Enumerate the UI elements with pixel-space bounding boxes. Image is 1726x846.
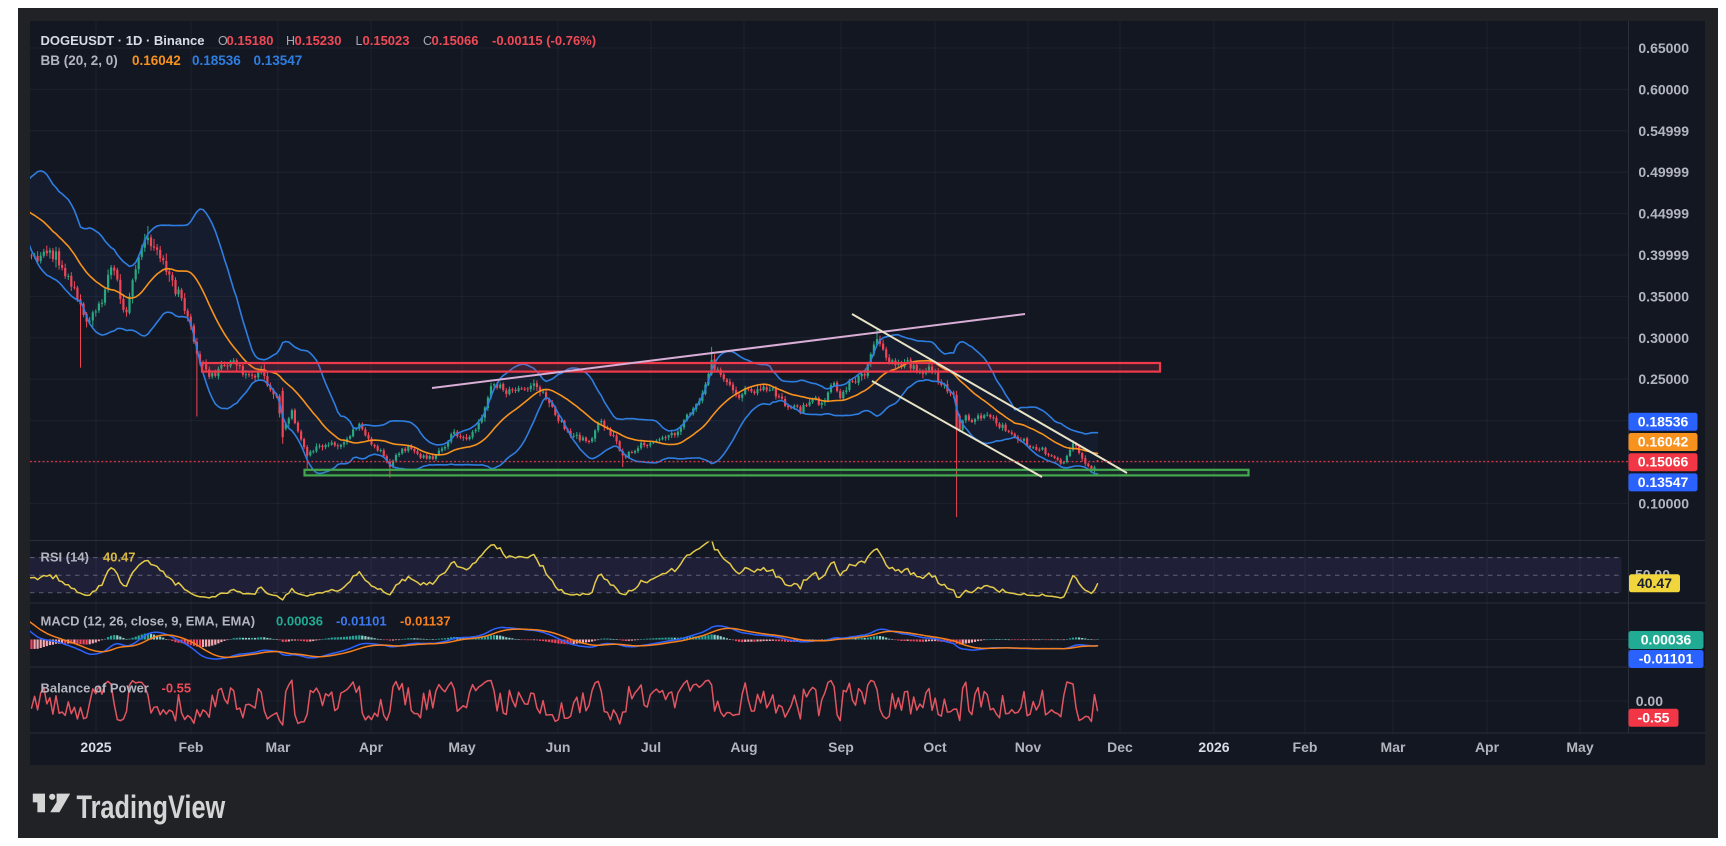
svg-text:0.16042: 0.16042 [1638, 434, 1689, 450]
svg-text:L: L [356, 34, 363, 48]
svg-text:MACD (12, 26, close, 9, EMA, E: MACD (12, 26, close, 9, EMA, EMA) [41, 614, 256, 629]
svg-text:40.47: 40.47 [103, 550, 136, 565]
svg-text:0.13547: 0.13547 [254, 53, 303, 68]
svg-text:Dec: Dec [1107, 739, 1133, 755]
svg-text:0.00: 0.00 [1636, 693, 1663, 709]
svg-text:Apr: Apr [359, 739, 384, 755]
svg-text:-0.55: -0.55 [1638, 709, 1670, 725]
svg-text:-0.55: -0.55 [162, 681, 192, 696]
svg-text:-0.01137: -0.01137 [400, 614, 451, 629]
svg-text:0.49999: 0.49999 [1638, 164, 1689, 180]
svg-text:0.15066: 0.15066 [1638, 454, 1689, 470]
svg-text:-0.01101: -0.01101 [1639, 651, 1694, 667]
svg-text:Feb: Feb [179, 739, 204, 755]
svg-text:0.25000: 0.25000 [1638, 371, 1689, 387]
svg-text:Nov: Nov [1015, 739, 1042, 755]
svg-text:Oct: Oct [923, 739, 947, 755]
svg-text:0.35000: 0.35000 [1638, 288, 1689, 304]
svg-text:0.18536: 0.18536 [192, 53, 241, 68]
svg-text:0.13547: 0.13547 [1638, 474, 1689, 490]
svg-text:0.15066: 0.15066 [432, 33, 479, 48]
svg-text:Balance of Power: Balance of Power [41, 681, 149, 696]
svg-text:TradingView: TradingView [77, 790, 226, 826]
svg-text:May: May [1566, 739, 1593, 755]
svg-text:-0.01101: -0.01101 [336, 614, 387, 629]
svg-text:Aug: Aug [730, 739, 757, 755]
svg-text:May: May [448, 739, 475, 755]
svg-text:C: C [423, 34, 432, 48]
svg-text:2026: 2026 [1198, 739, 1229, 755]
svg-text:DOGEUSDT · 1D · Binance: DOGEUSDT · 1D · Binance [41, 33, 205, 48]
svg-text:0.18536: 0.18536 [1638, 413, 1689, 429]
svg-text:Jun: Jun [546, 739, 571, 755]
svg-text:0.54999: 0.54999 [1638, 123, 1689, 139]
svg-text:BB (20, 2, 0): BB (20, 2, 0) [41, 53, 118, 68]
svg-text:0.65000: 0.65000 [1638, 40, 1689, 56]
svg-text:40.47: 40.47 [1637, 575, 1672, 591]
svg-text:Feb: Feb [1293, 739, 1318, 755]
svg-text:0.15023: 0.15023 [363, 33, 410, 48]
svg-text:-0.00115 (-0.76%): -0.00115 (-0.76%) [492, 33, 596, 48]
svg-text:Mar: Mar [1381, 739, 1406, 755]
svg-text:0.30000: 0.30000 [1638, 330, 1689, 346]
svg-text:2025: 2025 [80, 739, 111, 755]
svg-text:0.44999: 0.44999 [1638, 206, 1689, 222]
svg-text:H: H [286, 34, 295, 48]
svg-text:0.39999: 0.39999 [1638, 247, 1689, 263]
svg-text:Apr: Apr [1475, 739, 1500, 755]
svg-text:Jul: Jul [641, 739, 661, 755]
svg-text:0.00036: 0.00036 [276, 614, 323, 629]
svg-text:0.10000: 0.10000 [1638, 495, 1689, 511]
svg-text:0.00036: 0.00036 [1641, 632, 1692, 648]
svg-text:Sep: Sep [828, 739, 854, 755]
svg-text:Mar: Mar [266, 739, 291, 755]
svg-text:0.15180: 0.15180 [227, 33, 274, 48]
svg-text:O: O [218, 34, 228, 48]
svg-text:0.15230: 0.15230 [295, 33, 342, 48]
svg-text:0.16042: 0.16042 [132, 53, 181, 68]
svg-text:RSI (14): RSI (14) [41, 550, 89, 565]
svg-text:0.60000: 0.60000 [1638, 81, 1689, 97]
